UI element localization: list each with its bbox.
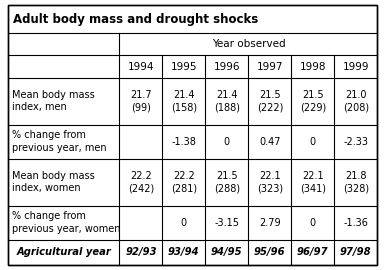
Text: 1996: 1996: [214, 62, 240, 72]
Text: 97/98: 97/98: [340, 247, 372, 257]
Text: 0: 0: [181, 218, 187, 228]
Text: 22.1
(323): 22.1 (323): [257, 171, 283, 193]
Text: 93/94: 93/94: [168, 247, 200, 257]
Text: 0: 0: [224, 137, 230, 147]
Text: 22.2
(242): 22.2 (242): [128, 171, 154, 193]
Text: 1994: 1994: [128, 62, 154, 72]
Bar: [8, 239, 377, 265]
Text: 1998: 1998: [300, 62, 326, 72]
Text: -2.33: -2.33: [343, 137, 368, 147]
Text: 95/96: 95/96: [254, 247, 286, 257]
Text: 21.4
(188): 21.4 (188): [214, 90, 240, 112]
Text: 21.5
(222): 21.5 (222): [257, 90, 283, 112]
Text: 21.7
(99): 21.7 (99): [130, 90, 152, 112]
Text: 92/93: 92/93: [125, 247, 157, 257]
Text: Mean body mass
index, women: Mean body mass index, women: [12, 171, 95, 193]
Text: Agricultural year: Agricultural year: [16, 247, 111, 257]
Text: Mean body mass
index, men: Mean body mass index, men: [12, 90, 95, 112]
Text: 22.2
(281): 22.2 (281): [171, 171, 197, 193]
Text: 94/95: 94/95: [211, 247, 243, 257]
Text: 22.1
(341): 22.1 (341): [300, 171, 326, 193]
Text: 21.8
(328): 21.8 (328): [343, 171, 369, 193]
Text: 0: 0: [310, 218, 316, 228]
Text: -1.36: -1.36: [343, 218, 368, 228]
Text: 96/97: 96/97: [297, 247, 329, 257]
Text: 1997: 1997: [257, 62, 283, 72]
Text: 0.47: 0.47: [259, 137, 281, 147]
Text: 2.79: 2.79: [259, 218, 281, 228]
Text: % change from
previous year, men: % change from previous year, men: [12, 130, 107, 153]
Text: -3.15: -3.15: [214, 218, 239, 228]
Text: 21.0
(208): 21.0 (208): [343, 90, 369, 112]
Text: 0: 0: [310, 137, 316, 147]
Text: 21.4
(158): 21.4 (158): [171, 90, 197, 112]
Text: 21.5
(288): 21.5 (288): [214, 171, 240, 193]
Text: 1995: 1995: [171, 62, 197, 72]
Text: Adult body mass and drought shocks: Adult body mass and drought shocks: [13, 13, 259, 26]
Text: % change from
previous year, women: % change from previous year, women: [12, 211, 121, 234]
Text: 1999: 1999: [343, 62, 369, 72]
Text: 21.5
(229): 21.5 (229): [300, 90, 326, 112]
Text: -1.38: -1.38: [171, 137, 196, 147]
Text: Year observed: Year observed: [211, 39, 285, 49]
